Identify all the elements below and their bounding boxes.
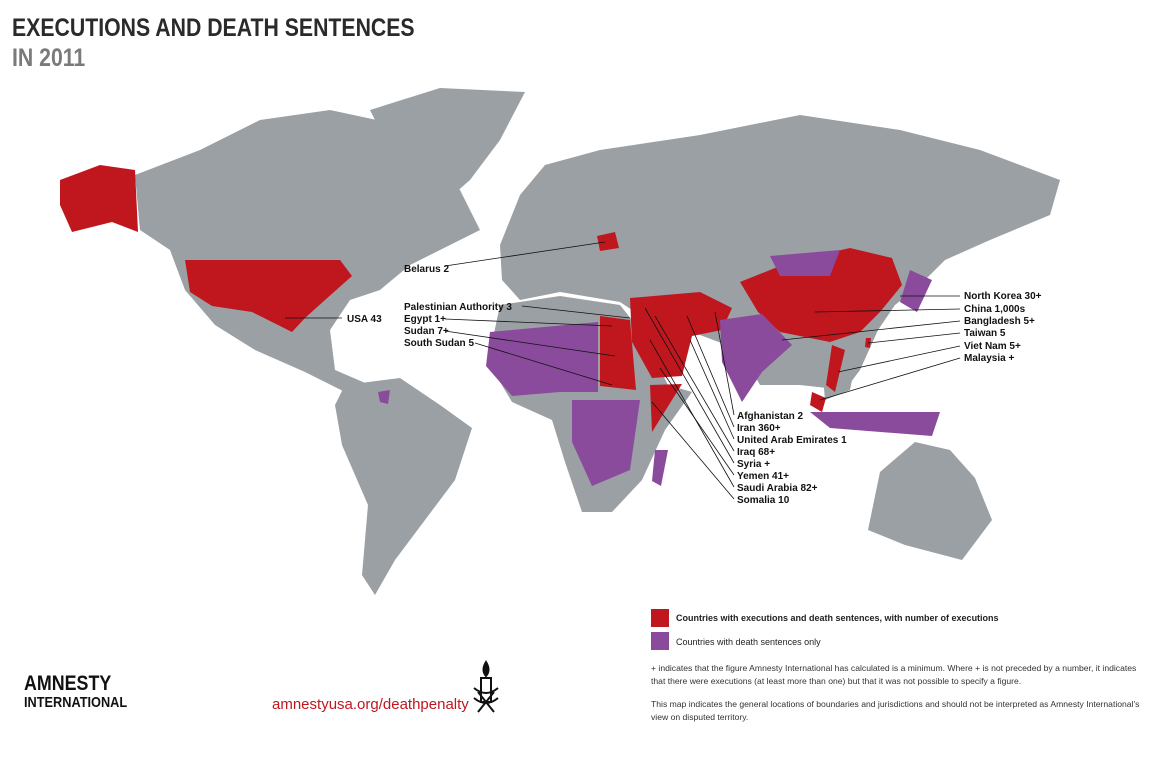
label-taiwan: Taiwan 5 (964, 328, 1006, 339)
amnesty-candle-icon (473, 660, 499, 713)
label-iran: Iran 360+ (737, 423, 781, 434)
label-bangladesh: Bangladesh 5+ (964, 316, 1035, 327)
mongolia (770, 250, 840, 276)
label-iraq: Iraq 68+ (737, 447, 775, 458)
legend-label-executions: Countries with executions and death sent… (676, 613, 999, 623)
logo-line2: INTERNATIONAL (24, 694, 128, 711)
label-yemen: Yemen 41+ (737, 471, 789, 482)
middle-east (630, 292, 732, 378)
madagascar (652, 450, 668, 486)
south-america (335, 378, 472, 595)
amnesty-logo: AMNESTY INTERNATIONAL (24, 672, 128, 712)
legend-swatch-death-sentences (651, 632, 669, 650)
label-syria: Syria + (737, 459, 770, 470)
leader-lines (285, 241, 961, 500)
logo-line1: AMNESTY (24, 672, 112, 695)
central-africa (572, 400, 640, 486)
india (720, 314, 792, 402)
japan (900, 270, 932, 312)
indonesia (810, 412, 940, 436)
title: EXECUTIONS AND DEATH SENTENCES (12, 14, 415, 42)
label-belarus: Belarus 2 (404, 264, 449, 275)
usa (185, 260, 352, 332)
legend-label-death-sentences: Countries with death sentences only (676, 637, 821, 647)
north-america (135, 110, 480, 392)
viet-nam (826, 345, 845, 392)
website-link[interactable]: amnestyusa.org/deathpenalty (272, 696, 469, 713)
label-usa: USA 43 (347, 314, 382, 325)
guyana (378, 390, 390, 404)
label-viet-nam: Viet Nam 5+ (964, 341, 1021, 352)
belarus (597, 232, 619, 251)
label-south-sudan: South Sudan 5 (404, 338, 474, 349)
greenland (370, 88, 525, 215)
note-plus: + indicates that the figure Amnesty Inte… (651, 663, 1137, 686)
label-saudi-arabia: Saudi Arabia 82+ (737, 483, 818, 494)
label-china: China 1,000s (964, 304, 1026, 315)
label-uae: United Arab Emirates 1 (737, 435, 847, 446)
west-africa (486, 322, 598, 396)
label-somalia: Somalia 10 (737, 495, 790, 506)
eurasia (500, 115, 1060, 390)
label-north-korea: North Korea 30+ (964, 291, 1042, 302)
label-sudan: Sudan 7+ (404, 326, 449, 337)
australia (868, 442, 992, 560)
alaska-usa (60, 165, 138, 232)
malaysia (810, 392, 826, 412)
legend-swatch-executions (651, 609, 669, 627)
note-disclaimer: This map indicates the general locations… (651, 699, 1140, 722)
somalia (650, 384, 682, 432)
label-malaysia: Malaysia + (964, 353, 1014, 364)
label-egypt: Egypt 1+ (404, 314, 446, 325)
label-afghanistan: Afghanistan 2 (737, 411, 804, 422)
subtitle-year: IN 2011 (12, 44, 86, 72)
label-palestinian-authority: Palestinian Authority 3 (404, 302, 512, 313)
sudan (600, 316, 636, 390)
